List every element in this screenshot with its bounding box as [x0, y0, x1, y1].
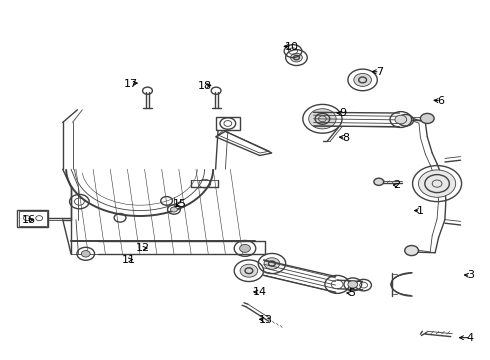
Text: 11: 11 — [122, 255, 135, 265]
Text: 15: 15 — [173, 199, 187, 210]
Circle shape — [348, 281, 358, 288]
Text: 17: 17 — [124, 78, 138, 89]
Text: 7: 7 — [376, 67, 383, 77]
Circle shape — [264, 258, 280, 269]
Circle shape — [405, 246, 418, 256]
Text: 5: 5 — [348, 288, 355, 298]
Text: 3: 3 — [467, 270, 474, 280]
Text: 16: 16 — [22, 215, 35, 225]
Text: 13: 13 — [259, 315, 272, 325]
Text: 2: 2 — [393, 180, 400, 190]
Text: 18: 18 — [198, 81, 212, 91]
Circle shape — [309, 109, 336, 129]
Circle shape — [354, 73, 371, 86]
Text: 10: 10 — [285, 42, 298, 52]
Circle shape — [240, 244, 250, 252]
Text: 8: 8 — [342, 132, 349, 143]
Text: 12: 12 — [136, 243, 150, 253]
Circle shape — [81, 251, 90, 257]
Text: 4: 4 — [467, 333, 474, 343]
Circle shape — [171, 207, 177, 212]
Text: 14: 14 — [253, 287, 267, 297]
Circle shape — [398, 114, 414, 126]
Circle shape — [291, 53, 302, 62]
Circle shape — [240, 264, 258, 277]
Circle shape — [418, 170, 456, 197]
Text: 9: 9 — [340, 108, 346, 118]
Circle shape — [420, 113, 434, 123]
Text: 1: 1 — [417, 206, 424, 216]
Circle shape — [374, 178, 384, 185]
Circle shape — [395, 115, 407, 124]
Text: 6: 6 — [438, 96, 444, 106]
